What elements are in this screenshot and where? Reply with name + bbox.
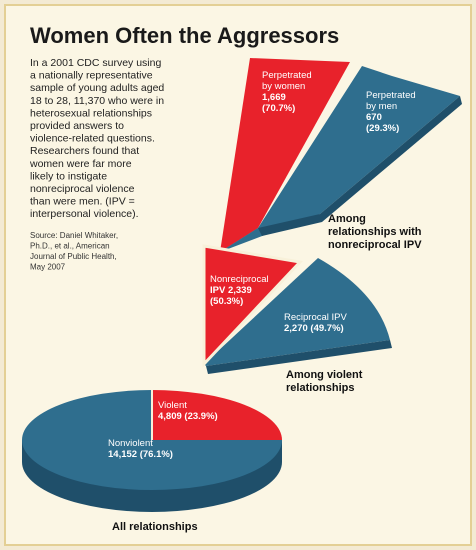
source-text: Source: Daniel Whitaker, Ph.D., et al., A… — [30, 231, 118, 272]
slice-label-line: (70.7%) — [262, 103, 295, 114]
pie-slice-divider — [202, 244, 304, 368]
intro-line: heterosexual relationships — [30, 107, 152, 119]
intro-line: 18 to 28, 11,370 who were in — [30, 95, 164, 107]
intro-line: interpersonal violence). — [30, 208, 139, 220]
intro-line: nonreciprocal violence — [30, 183, 135, 195]
slice-label-line: IPV 2,339 — [210, 285, 252, 296]
slice-label-line: Reciprocal IPV — [284, 312, 347, 323]
source-line: May 2007 — [30, 263, 66, 272]
pie-slice-women — [220, 58, 350, 252]
source-line: Journal of Public Health, — [30, 252, 117, 261]
slice-label-line: Perpetrated — [262, 70, 312, 81]
intro-line: sample of young adults aged — [30, 82, 164, 94]
intro-line: Researchers found that — [30, 145, 139, 157]
pie-slice-reciprocal-edge — [206, 340, 392, 374]
intro-line: than were men. (IPV = — [30, 196, 135, 208]
intro-line: In a 2001 CDC survey using — [30, 57, 161, 69]
slice-label-line: (29.3%) — [366, 123, 399, 134]
pie-slice-violent — [152, 390, 282, 440]
slice-label-line: 14,152 (76.1%) — [108, 449, 173, 460]
source-line: Ph.D., et al., American — [30, 242, 110, 251]
slice-label-line: by men — [366, 101, 397, 112]
caption-line: Among violent — [286, 369, 363, 381]
slice-label-line: Violent — [158, 400, 187, 411]
caption-line: All relationships — [112, 521, 198, 533]
slice-label-line: 2,270 (49.7%) — [284, 323, 344, 334]
caption-line: nonreciprocal IPV — [328, 239, 422, 251]
intro-line: violence-related questions. — [30, 133, 155, 145]
slice-label-line: 1,669 — [262, 92, 286, 103]
slice-label-line: Nonreciprocal — [210, 274, 269, 285]
pie-slice-men — [220, 66, 460, 252]
pie-slice-nonreciprocal — [204, 246, 300, 364]
pie-all-relationships — [22, 390, 282, 512]
slice-label-line: Nonviolent — [108, 438, 153, 449]
caption-line: relationships — [286, 382, 354, 394]
slice-label-line: by women — [262, 81, 305, 92]
caption-all-relationships: All relationships — [112, 521, 198, 533]
source-line: Source: Daniel Whitaker, — [30, 231, 118, 240]
slice-label-line: 670 — [366, 112, 382, 123]
caption-line: Among — [328, 213, 366, 225]
slice-label-line: Perpetrated — [366, 90, 416, 101]
pie-slice-reciprocal — [204, 258, 390, 366]
intro-line: a nationally representative — [30, 70, 153, 82]
intro-line: women were far more — [29, 158, 132, 170]
slice-label-line: (50.3%) — [210, 296, 243, 307]
pie-nonreciprocal-ipv — [220, 58, 462, 252]
intro-line: likely to instigate — [30, 170, 107, 182]
slice-label-line: 4,809 (23.9%) — [158, 411, 218, 422]
chart-title: Women Often the Aggressors — [30, 23, 339, 48]
caption-line: relationships with — [328, 226, 422, 238]
pie-violent-relationships — [202, 244, 392, 374]
intro-line: provided answers to — [30, 120, 124, 132]
